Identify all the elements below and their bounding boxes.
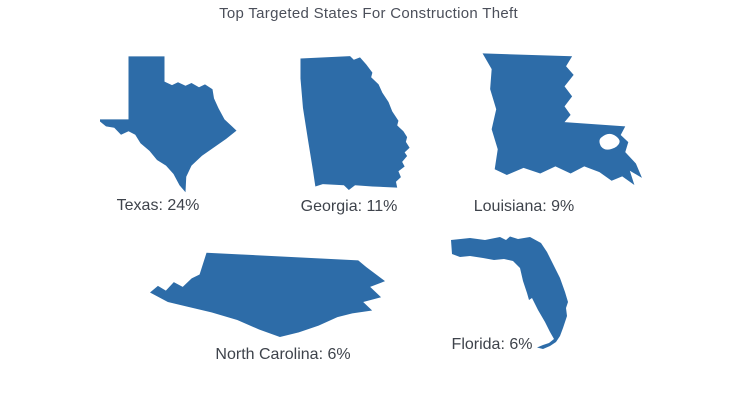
texas-map-icon bbox=[100, 56, 237, 193]
chart-title: Top Targeted States For Construction The… bbox=[219, 5, 518, 22]
state-label-florida: Florida: 6% bbox=[451, 336, 533, 353]
state-label-texas: Texas: 24% bbox=[116, 197, 200, 214]
florida-map-icon bbox=[451, 236, 568, 349]
state-label-georgia: Georgia: 11% bbox=[300, 198, 398, 215]
georgia-map-icon bbox=[300, 56, 410, 190]
north-carolina-map-icon bbox=[150, 252, 386, 338]
louisiana-map-icon bbox=[482, 53, 642, 185]
state-label-louisiana: Louisiana: 9% bbox=[473, 198, 575, 215]
state-label-north-carolina: North Carolina: 6% bbox=[215, 346, 351, 363]
